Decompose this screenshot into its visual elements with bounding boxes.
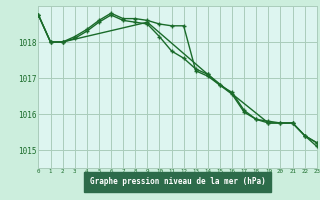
X-axis label: Graphe pression niveau de la mer (hPa): Graphe pression niveau de la mer (hPa) <box>90 177 266 186</box>
